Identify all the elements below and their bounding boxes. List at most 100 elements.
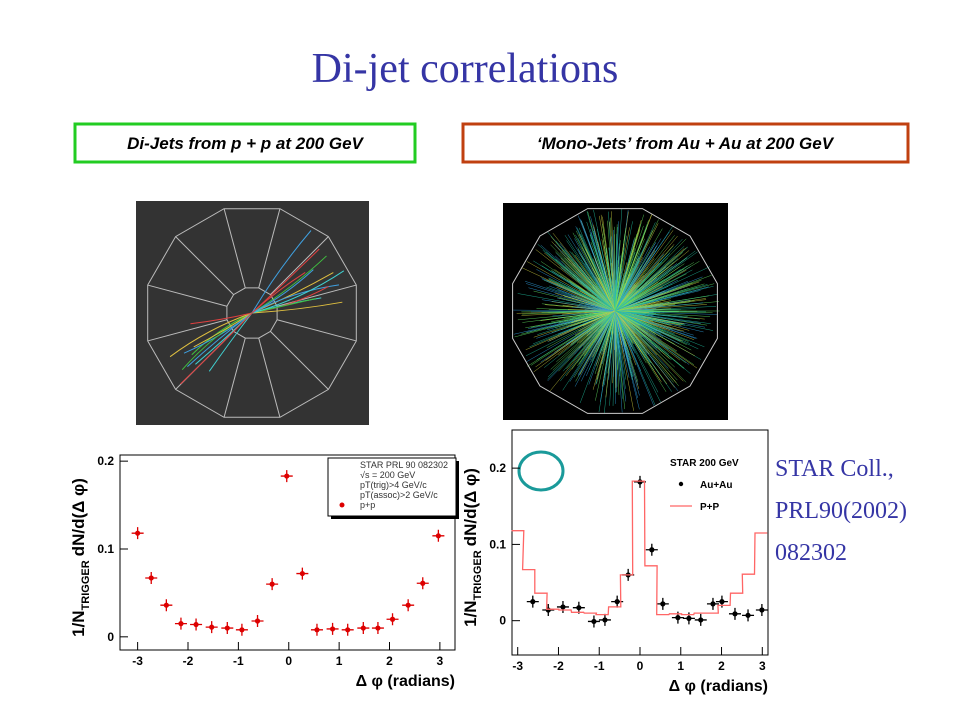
track bbox=[614, 272, 669, 312]
track bbox=[587, 301, 616, 312]
track bbox=[614, 310, 701, 324]
legend bbox=[327, 457, 457, 517]
track bbox=[614, 257, 650, 312]
marker bbox=[299, 570, 305, 577]
event-tracks bbox=[147, 208, 357, 418]
x-tick-label: -3 bbox=[512, 659, 523, 673]
track bbox=[614, 279, 665, 312]
track bbox=[526, 310, 616, 362]
marker bbox=[576, 605, 582, 611]
legend-label: P+P bbox=[700, 502, 720, 513]
detector-line bbox=[147, 284, 228, 307]
detector-line bbox=[270, 331, 329, 390]
track bbox=[187, 312, 253, 367]
marker bbox=[178, 621, 184, 627]
track bbox=[571, 276, 616, 312]
marker bbox=[591, 618, 597, 625]
track bbox=[577, 249, 616, 312]
track bbox=[541, 299, 616, 312]
track bbox=[614, 304, 707, 312]
track bbox=[574, 310, 616, 355]
track bbox=[614, 310, 617, 388]
x-tick-label: -2 bbox=[183, 654, 194, 668]
box-label: ‘Mono-Jets’ from Au + Au at 200 GeV bbox=[537, 134, 835, 153]
marker bbox=[284, 473, 290, 479]
slide-title: Di-jet correlations bbox=[312, 46, 619, 92]
track bbox=[251, 255, 327, 314]
track bbox=[552, 232, 616, 312]
track bbox=[614, 310, 681, 361]
track bbox=[547, 231, 616, 312]
track bbox=[530, 310, 616, 366]
legend-swatch bbox=[678, 481, 684, 487]
track bbox=[614, 310, 634, 411]
marker bbox=[637, 479, 643, 485]
track bbox=[614, 310, 688, 317]
legend-header: pT(trig)>4 GeV/c bbox=[360, 480, 427, 490]
marker bbox=[675, 615, 681, 621]
track bbox=[577, 310, 616, 367]
detector-line bbox=[223, 337, 246, 418]
track bbox=[578, 234, 616, 312]
plot-frame bbox=[119, 454, 456, 651]
track bbox=[555, 293, 616, 312]
marker bbox=[360, 625, 366, 631]
detector-line bbox=[258, 337, 281, 418]
marker bbox=[614, 599, 620, 605]
marker bbox=[719, 599, 725, 605]
track bbox=[602, 223, 616, 312]
track bbox=[614, 229, 641, 312]
marker bbox=[375, 625, 381, 631]
track bbox=[564, 265, 616, 312]
track bbox=[614, 310, 626, 389]
y-axis-label-part: TRIGGER bbox=[80, 560, 92, 610]
highlight-circle bbox=[517, 450, 565, 492]
track bbox=[614, 285, 714, 312]
track bbox=[614, 242, 656, 312]
marker bbox=[193, 621, 199, 628]
marker bbox=[660, 601, 666, 607]
track bbox=[614, 231, 670, 312]
track bbox=[614, 308, 697, 312]
track bbox=[593, 209, 616, 312]
track bbox=[614, 238, 687, 312]
track bbox=[614, 310, 672, 361]
track bbox=[569, 310, 616, 382]
track bbox=[614, 266, 639, 312]
track bbox=[567, 257, 616, 312]
track bbox=[614, 262, 694, 312]
legend-label: Au+Au bbox=[700, 480, 733, 491]
track bbox=[614, 310, 675, 368]
track bbox=[614, 280, 689, 312]
track bbox=[573, 310, 616, 322]
x-tick-label: 0 bbox=[285, 654, 292, 668]
track bbox=[614, 310, 711, 317]
y-tick-label: 0 bbox=[107, 630, 114, 644]
detector-line bbox=[270, 236, 329, 295]
y-tick-label: 0 bbox=[499, 614, 506, 628]
detector-outline bbox=[512, 208, 718, 414]
track bbox=[251, 272, 306, 314]
track bbox=[590, 242, 616, 312]
y-tick-label: 0.1 bbox=[489, 537, 506, 551]
track bbox=[579, 290, 616, 312]
track bbox=[595, 310, 616, 401]
track bbox=[556, 297, 616, 312]
track bbox=[544, 310, 616, 368]
track bbox=[614, 273, 633, 312]
track bbox=[569, 250, 616, 312]
track bbox=[567, 286, 616, 312]
track bbox=[614, 310, 657, 336]
track bbox=[208, 312, 253, 372]
box-label: Di-Jets from p + p at 200 GeV bbox=[127, 134, 364, 153]
track bbox=[614, 245, 685, 312]
citation: 082302 bbox=[775, 540, 847, 566]
track bbox=[596, 310, 616, 380]
x-tick-label: 2 bbox=[718, 659, 725, 673]
track bbox=[566, 240, 616, 312]
track bbox=[614, 286, 669, 312]
track bbox=[614, 310, 630, 378]
track bbox=[614, 310, 645, 360]
track bbox=[578, 227, 616, 312]
